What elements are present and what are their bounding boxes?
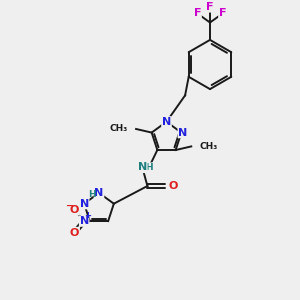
Text: O: O xyxy=(70,205,79,215)
Text: N: N xyxy=(94,188,103,198)
Text: N: N xyxy=(80,199,89,209)
Text: F: F xyxy=(194,8,201,19)
Text: −: − xyxy=(66,201,74,211)
Text: H: H xyxy=(145,163,153,172)
Text: CH₃: CH₃ xyxy=(110,124,128,134)
Text: O: O xyxy=(70,227,79,238)
Text: N: N xyxy=(80,216,89,226)
Text: +: + xyxy=(84,211,91,220)
Text: F: F xyxy=(206,2,214,12)
Text: CH₃: CH₃ xyxy=(200,142,218,151)
Text: H: H xyxy=(88,190,96,199)
Text: N: N xyxy=(178,128,188,138)
Text: O: O xyxy=(168,181,178,191)
Text: N: N xyxy=(162,117,171,127)
Text: N: N xyxy=(138,162,147,172)
Text: F: F xyxy=(219,8,226,19)
